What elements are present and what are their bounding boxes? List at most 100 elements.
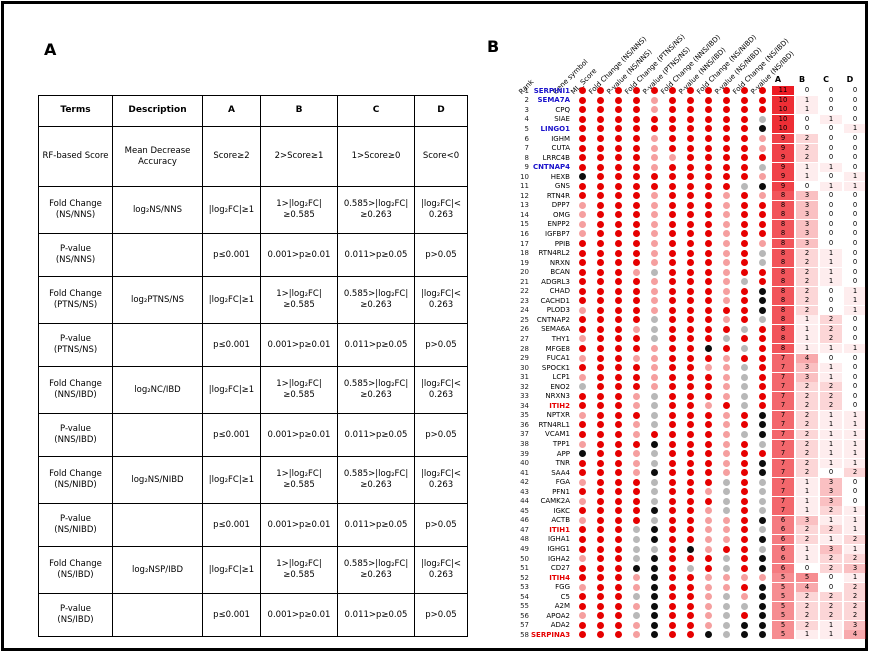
grade-dot [614, 621, 622, 629]
grade-dot [668, 182, 676, 190]
dot-cell [609, 249, 627, 257]
dot-cell [753, 574, 771, 582]
grade-count-a: 7 [772, 429, 794, 439]
grade-dot [596, 430, 604, 438]
grade-dot [722, 115, 730, 123]
grade-count-c: 1 [820, 363, 842, 373]
grade-dot [740, 459, 748, 467]
grade-count-d: 1 [844, 124, 866, 134]
gene-row: 17 PPIB 8 3 0 0 [505, 239, 865, 249]
grade-count-b: 3 [796, 210, 818, 220]
dot-cell [627, 249, 645, 257]
grade-dot [578, 240, 586, 248]
dot-cell [717, 287, 735, 295]
grade-dot [686, 612, 694, 620]
dot-cell [699, 163, 717, 171]
dot-cell [717, 268, 735, 276]
grade-dot [722, 469, 730, 477]
gene-row: 27 THY1 8 1 2 0 [505, 334, 865, 344]
dot-cell [591, 621, 609, 629]
grade-count-c: 0 [828, 296, 834, 305]
dot-cell [573, 545, 591, 553]
dot-cell [681, 430, 699, 438]
grade-dot [650, 173, 658, 181]
criteria-cell [112, 593, 203, 637]
grade-count-b: 2 [796, 382, 818, 392]
grade-count-d: 0 [852, 315, 858, 324]
dot-cell [663, 211, 681, 219]
dot-cell [609, 96, 627, 104]
dot-cell [699, 135, 717, 142]
grade-dot [632, 335, 640, 343]
dot-cell [753, 373, 771, 381]
dot-cell [627, 173, 645, 181]
grade-dot [650, 545, 658, 553]
grade-dot [632, 87, 640, 95]
gene-row: 22 CHAD 8 2 0 1 [505, 286, 866, 296]
dot-cell [699, 516, 717, 524]
gene-row: 46 ACTB 6 3 1 1 [505, 515, 866, 526]
grade-count-a: 7 [772, 449, 794, 459]
dot-cell [717, 478, 735, 486]
grade-dot [614, 354, 622, 362]
gene-symbol: GNS [554, 182, 570, 191]
dot-cell [699, 564, 717, 572]
dot-cell [735, 440, 753, 448]
grade-dot [686, 450, 694, 458]
grade-dot [722, 154, 730, 162]
grade-dot [722, 421, 730, 429]
dot-cell [681, 163, 699, 171]
grade-dot [668, 220, 676, 228]
dot-cell [645, 555, 663, 563]
gene-row: 47 ITIH1 6 2 2 1 [505, 525, 866, 535]
dot-cell [609, 507, 627, 515]
grade-dot [704, 516, 712, 524]
dot-cell [717, 306, 735, 314]
grade-count-c: 2 [820, 592, 842, 602]
grade-dot [614, 259, 622, 267]
dot-cell [735, 631, 753, 639]
grade-dot [650, 316, 658, 324]
grade-dot [668, 555, 676, 563]
gene-symbol: SPOCK1 [541, 363, 570, 372]
grade-count-d: 0 [852, 95, 858, 104]
gene-symbol: IGFBP7 [545, 229, 570, 238]
grade-dot [632, 478, 640, 486]
grade-dot [722, 106, 730, 114]
grade-dot [614, 497, 622, 505]
grade-dot [578, 249, 586, 257]
dot-cell [735, 220, 753, 228]
dot-cell [645, 154, 663, 162]
grade-dot [722, 230, 730, 238]
grade-count-b: 1 [796, 554, 818, 564]
grade-dot [614, 545, 622, 553]
grade-dot [578, 411, 586, 419]
rank-value: 18 [520, 249, 529, 258]
dot-cell [699, 230, 717, 238]
dot-cell [717, 564, 735, 572]
dot-cell [681, 297, 699, 305]
grade-dot [740, 411, 748, 419]
grade-dot [632, 163, 640, 171]
dot-cell [627, 115, 645, 123]
criteria-cell: Score<0 [414, 126, 468, 187]
dot-cell [627, 411, 645, 419]
dot-cell [591, 182, 609, 190]
dot-cell [609, 497, 627, 505]
rank-value: 9 [524, 163, 529, 172]
grade-count-c: 1 [820, 344, 842, 354]
criteria-cell: Fold Change (NS/NNS) [38, 186, 113, 234]
dot-cell [591, 564, 609, 572]
dot-cell [573, 201, 591, 209]
gene-symbol: ENPP2 [547, 220, 570, 229]
grade-count-c: 2 [820, 324, 842, 334]
grade-dot [686, 306, 694, 314]
grade-dot [650, 631, 658, 639]
grade-dot [740, 450, 748, 458]
grade-dot [668, 325, 676, 333]
grade-dot [722, 173, 730, 181]
grade-count-a: 8 [772, 200, 794, 210]
criteria-cell: 2>Score≥1 [260, 126, 338, 187]
grade-dot [596, 364, 604, 372]
gene-row: 14 OMG 8 3 0 0 [505, 210, 865, 220]
